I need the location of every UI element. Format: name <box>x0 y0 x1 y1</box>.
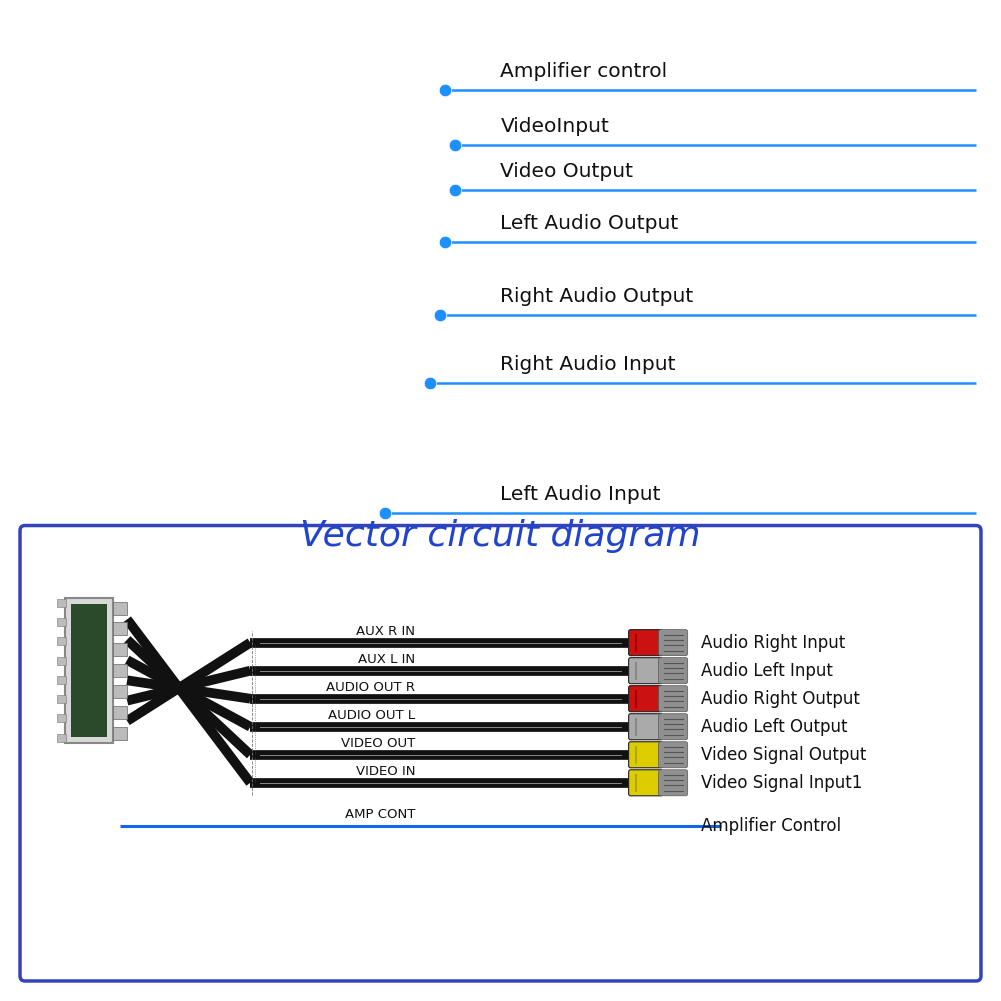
FancyBboxPatch shape <box>659 686 688 712</box>
Text: AUDIO OUT L: AUDIO OUT L <box>328 709 415 722</box>
FancyBboxPatch shape <box>629 658 663 684</box>
Text: VideoInput: VideoInput <box>500 117 610 136</box>
Bar <box>57 657 66 665</box>
Text: AUX L IN: AUX L IN <box>358 653 415 666</box>
Text: Amplifier control: Amplifier control <box>500 62 668 81</box>
Text: Right Audio Input: Right Audio Input <box>500 355 676 374</box>
Bar <box>113 665 127 677</box>
Text: Left Audio Output: Left Audio Output <box>500 214 679 233</box>
Text: Audio Left Output: Audio Left Output <box>701 718 847 736</box>
Text: Video Output: Video Output <box>500 162 634 181</box>
Bar <box>57 734 66 742</box>
FancyBboxPatch shape <box>659 770 688 796</box>
FancyBboxPatch shape <box>659 742 688 768</box>
Bar <box>57 599 66 607</box>
Text: Audio Left Input: Audio Left Input <box>701 662 833 680</box>
Text: Vector circuit diagram: Vector circuit diagram <box>300 519 701 553</box>
Bar <box>113 727 127 740</box>
Bar <box>57 695 66 703</box>
FancyBboxPatch shape <box>659 714 688 740</box>
Bar <box>113 623 127 636</box>
FancyBboxPatch shape <box>629 686 663 712</box>
Text: Audio Right Input: Audio Right Input <box>701 634 845 652</box>
FancyBboxPatch shape <box>659 658 688 684</box>
Text: AMP CONT: AMP CONT <box>345 808 415 821</box>
FancyBboxPatch shape <box>659 630 688 656</box>
Text: Video Signal Input1: Video Signal Input1 <box>701 774 862 792</box>
Bar <box>57 618 66 626</box>
Bar <box>113 706 127 719</box>
Bar <box>57 638 66 646</box>
Text: Audio Right Output: Audio Right Output <box>701 690 860 708</box>
Text: VIDEO OUT: VIDEO OUT <box>341 737 415 750</box>
Bar <box>0 0 1001 531</box>
Bar <box>65 598 113 743</box>
Text: AUX R IN: AUX R IN <box>356 625 415 638</box>
Bar <box>113 685 127 698</box>
Text: Video Signal Output: Video Signal Output <box>701 746 866 764</box>
Text: Left Audio Input: Left Audio Input <box>500 484 661 504</box>
FancyBboxPatch shape <box>629 714 663 740</box>
Bar <box>57 715 66 723</box>
FancyBboxPatch shape <box>20 526 981 981</box>
Bar <box>113 644 127 657</box>
FancyBboxPatch shape <box>629 770 663 796</box>
Text: VIDEO IN: VIDEO IN <box>356 765 415 778</box>
Bar <box>71 604 107 737</box>
Text: Right Audio Output: Right Audio Output <box>500 287 694 306</box>
Text: Amplifier Control: Amplifier Control <box>701 817 841 835</box>
Text: AUDIO OUT R: AUDIO OUT R <box>326 681 415 694</box>
Bar <box>57 676 66 684</box>
FancyBboxPatch shape <box>629 742 663 768</box>
FancyBboxPatch shape <box>629 630 663 656</box>
Bar <box>113 602 127 615</box>
